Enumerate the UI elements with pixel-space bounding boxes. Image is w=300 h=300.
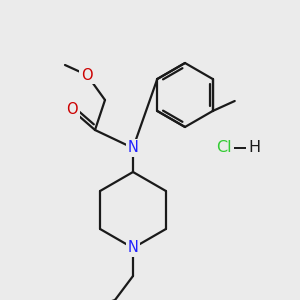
Text: Cl: Cl — [216, 140, 232, 155]
Text: H: H — [248, 140, 260, 155]
Text: O: O — [81, 68, 93, 82]
Text: O: O — [66, 103, 78, 118]
Text: N: N — [128, 241, 138, 256]
Text: N: N — [128, 140, 138, 155]
